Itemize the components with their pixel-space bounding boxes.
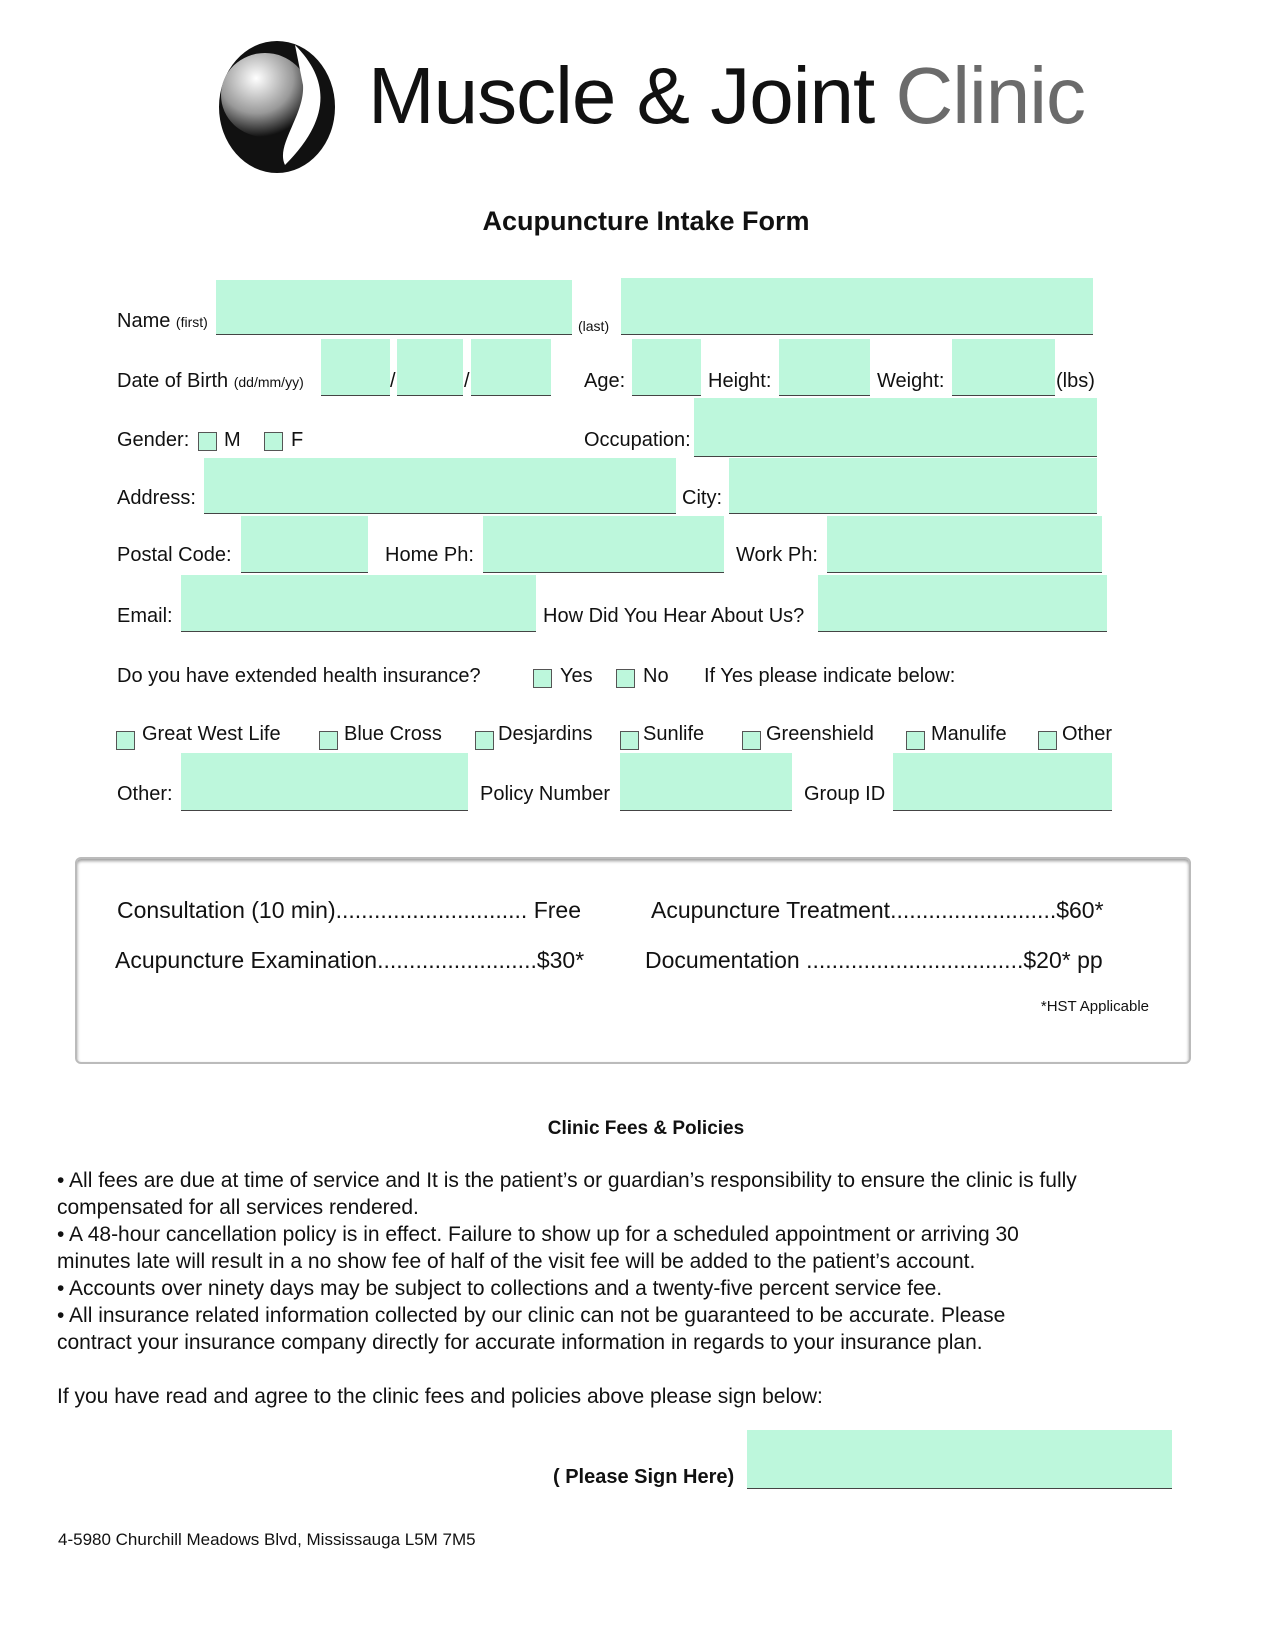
policy-line: minutes late will result in a no show fe…: [57, 1250, 976, 1273]
fee-documentation: Documentation ..........................…: [645, 947, 1103, 973]
dob-day-input[interactable]: [321, 339, 390, 396]
policy-line: • All insurance related information coll…: [57, 1304, 1006, 1327]
email-label: Email:: [117, 605, 173, 627]
provider-other-checkbox[interactable]: [1038, 731, 1057, 750]
home-phone-label: Home Ph:: [385, 544, 474, 566]
policy-list: • All fees are due at time of service an…: [57, 1167, 1077, 1356]
form-title: Acupuncture Intake Form: [482, 206, 810, 236]
work-phone-label: Work Ph:: [736, 544, 818, 566]
gender-f-label: F: [291, 429, 304, 451]
weight-unit: (lbs): [1056, 370, 1095, 392]
first-name-input[interactable]: [216, 280, 572, 335]
policy-line: • Accounts over ninety days may be subje…: [57, 1277, 943, 1300]
insurance-question: Do you have extended health insurance?: [117, 665, 481, 687]
policy-number-label: Policy Number: [480, 783, 611, 805]
logo-text-main: Muscle & Joint: [368, 51, 875, 140]
occupation-label: Occupation:: [584, 429, 691, 451]
hst-note: *HST Applicable: [1040, 998, 1149, 1015]
slash: /: [464, 370, 470, 392]
logo-text-clinic: Clinic: [895, 51, 1086, 140]
provider-label: Sunlife: [643, 723, 705, 745]
weight-label: Weight:: [877, 370, 945, 392]
signature-label: ( Please Sign Here): [553, 1466, 735, 1488]
provider-label: Greenshield: [766, 723, 874, 745]
last-hint: (last): [578, 318, 610, 334]
gender-m-checkbox[interactable]: [198, 432, 217, 451]
name-label: Name (first): [117, 310, 208, 332]
email-input[interactable]: [181, 575, 536, 632]
gender-label: Gender:: [117, 429, 190, 451]
dob-month-input[interactable]: [397, 339, 463, 396]
provider-blue-cross-checkbox[interactable]: [319, 731, 338, 750]
insurance-yes-label: Yes: [560, 665, 593, 687]
height-label: Height:: [708, 370, 772, 392]
gender-m-label: M: [224, 429, 241, 451]
city-label: City:: [682, 487, 722, 509]
provider-label: Great West Life: [142, 723, 281, 745]
insurance-no-checkbox[interactable]: [616, 669, 635, 688]
insurance-no-label: No: [643, 665, 669, 687]
provider-label: Other: [1062, 723, 1113, 745]
referral-input[interactable]: [818, 575, 1107, 632]
gender-f-checkbox[interactable]: [264, 432, 283, 451]
policy-line: compensated for all services rendered.: [57, 1196, 419, 1219]
height-input[interactable]: [779, 339, 870, 396]
fee-examination: Acupuncture Examination.................…: [115, 947, 585, 973]
signature-input[interactable]: [747, 1430, 1172, 1489]
postal-code-label: Postal Code:: [117, 544, 232, 566]
slash: /: [390, 370, 396, 392]
footer-address: 4-5980 Churchill Meadows Blvd, Mississau…: [58, 1530, 476, 1549]
other-insurance-input[interactable]: [181, 753, 468, 811]
clinic-logo-icon: [219, 41, 335, 173]
address-input[interactable]: [204, 458, 676, 514]
fee-consultation: Consultation (10 min)...................…: [117, 897, 581, 923]
policy-line: contract your insurance company directly…: [57, 1331, 983, 1354]
policies-heading: Clinic Fees & Policies: [547, 1118, 745, 1139]
dob-year-input[interactable]: [471, 339, 551, 396]
age-label: Age:: [584, 370, 626, 392]
policy-line: • All fees are due at time of service an…: [57, 1169, 1077, 1192]
occupation-input[interactable]: [694, 398, 1097, 457]
provider-sunlife-checkbox[interactable]: [620, 731, 639, 750]
referral-label: How Did You Hear About Us?: [543, 605, 805, 627]
address-label: Address:: [117, 487, 196, 509]
postal-code-input[interactable]: [241, 516, 368, 573]
provider-great-west-life-checkbox[interactable]: [116, 731, 135, 750]
insurance-instruction: If Yes please indicate below:: [704, 665, 956, 687]
city-input[interactable]: [729, 458, 1097, 514]
policy-number-input[interactable]: [620, 753, 792, 811]
group-id-input[interactable]: [893, 753, 1112, 811]
provider-manulife-checkbox[interactable]: [906, 731, 925, 750]
clinic-name: Muscle & Joint Clinic: [368, 50, 1086, 142]
fees-box: [75, 857, 1191, 1064]
age-input[interactable]: [632, 339, 701, 396]
dob-label: Date of Birth (dd/mm/yy): [117, 370, 304, 392]
weight-input[interactable]: [952, 339, 1055, 396]
provider-label: Blue Cross: [344, 723, 442, 745]
other-label: Other:: [117, 783, 173, 805]
provider-label: Manulife: [931, 723, 1007, 745]
policy-line: • A 48-hour cancellation policy is in ef…: [57, 1223, 1019, 1246]
agreement-text: If you have read and agree to the clinic…: [57, 1385, 823, 1408]
last-name-input[interactable]: [621, 278, 1093, 335]
insurance-yes-checkbox[interactable]: [533, 669, 552, 688]
provider-label: Desjardins: [498, 723, 593, 745]
provider-greenshield-checkbox[interactable]: [742, 731, 761, 750]
provider-desjardins-checkbox[interactable]: [475, 731, 494, 750]
work-phone-input[interactable]: [827, 516, 1102, 573]
group-id-label: Group ID: [804, 783, 886, 805]
home-phone-input[interactable]: [483, 516, 724, 573]
fee-treatment: Acupuncture Treatment...................…: [651, 897, 1104, 923]
